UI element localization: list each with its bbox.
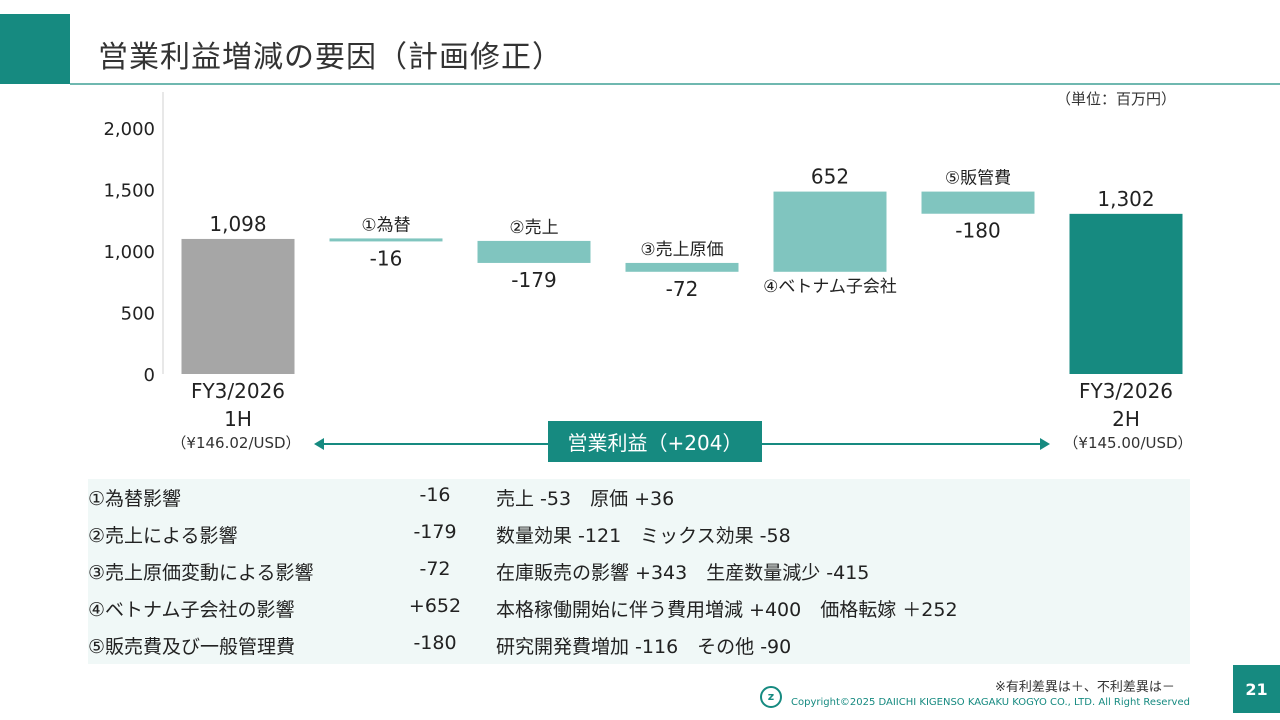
factor-row: ③売上原価変動による影響 -72 在庫販売の影響 +343 生産数量減少 -41…	[88, 553, 1190, 590]
factor-row: ①為替影響 -16 売上 -53 原価 +36	[88, 479, 1190, 516]
title-divider	[70, 83, 1280, 85]
factor-value: +652	[408, 595, 462, 617]
data-label: -16	[370, 246, 403, 270]
bar-total	[181, 238, 295, 374]
data-label: 652	[811, 165, 849, 189]
company-logo-icon: z	[760, 686, 782, 708]
factor-name: ③売上原価変動による影響	[88, 562, 314, 584]
x-category-label: 2H	[1112, 407, 1140, 431]
fx-rate-start: （¥146.02/USD）	[171, 434, 301, 452]
y-tick-label: 1,500	[103, 181, 155, 202]
x-category-label: ③売上原価	[640, 240, 723, 260]
factor-row: ⑤販売費及び一般管理費 -180 研究開発費増加 -116 その他 -90	[88, 627, 1190, 664]
bar-delta	[625, 262, 739, 272]
factor-detail: 数量効果 -121 ミックス効果 -58	[496, 525, 791, 547]
factor-name: ②売上による影響	[88, 525, 238, 547]
y-tick-label: 0	[144, 365, 155, 386]
factor-table: ①為替影響 -16 売上 -53 原価 +36 ②売上による影響 -179 数量…	[88, 479, 1190, 664]
factor-value: -179	[413, 521, 457, 543]
fx-rate-end: （¥145.00/USD）	[1063, 434, 1193, 452]
variance-note: ※有利差異は＋、不利差異は－	[995, 680, 1175, 695]
x-category-label: ②売上	[509, 218, 558, 238]
x-category-label: FY3/2026	[1079, 379, 1173, 403]
operating-profit-change-badge: 営業利益（+204）	[548, 421, 762, 462]
y-tick-label: 2,000	[103, 119, 155, 140]
factor-row: ②売上による影響 -179 数量効果 -121 ミックス効果 -58	[88, 516, 1190, 553]
factor-name: ⑤販売費及び一般管理費	[88, 636, 296, 658]
factor-detail: 売上 -53 原価 +36	[496, 488, 675, 510]
factor-detail: 本格稼働開始に伴う費用増減 +400 価格転嫁 ＋252	[496, 599, 958, 621]
x-category-label: 1H	[224, 407, 252, 431]
bar-delta	[477, 240, 591, 263]
x-category-label: ④ベトナム子会社	[763, 277, 897, 297]
header-accent-block	[0, 14, 70, 84]
page-number: 21	[1233, 665, 1280, 713]
factor-name: ④ベトナム子会社の影響	[88, 599, 295, 621]
x-category-label: FY3/2026	[191, 379, 285, 403]
factor-detail: 在庫販売の影響 +343 生産数量減少 -415	[496, 562, 870, 584]
factor-row: ④ベトナム子会社の影響 +652 本格稼働開始に伴う費用増減 +400 価格転嫁…	[88, 590, 1190, 627]
x-category-label: ①為替	[361, 215, 410, 235]
factor-value: -180	[413, 632, 457, 654]
waterfall-chart: 0 500 1,000 1,500 2,000 1,098 FY3/2026 1H ①為替 -16…	[103, 92, 1183, 431]
y-tick-label: 500	[121, 304, 155, 325]
data-label: -72	[666, 277, 699, 301]
data-label: 1,098	[209, 212, 266, 236]
arrow-line-right	[762, 443, 1042, 445]
data-label: -180	[955, 219, 1000, 243]
bar-delta	[329, 238, 443, 242]
bar-delta	[773, 191, 887, 272]
page-title: 営業利益増減の要因（計画修正）	[98, 40, 563, 75]
x-category-label: ⑤販管費	[945, 169, 1011, 189]
arrow-head-left-icon	[314, 438, 324, 450]
data-label: -179	[511, 268, 556, 292]
bar-total	[1069, 213, 1183, 374]
unit-label: （単位：百万円）	[1056, 90, 1177, 108]
copyright-text: Copyright©2025 DAIICHI KIGENSO KAGAKU KO…	[791, 697, 1190, 708]
arrow-head-right-icon	[1040, 438, 1050, 450]
factor-value: -72	[419, 558, 451, 580]
bar-delta	[921, 191, 1035, 214]
y-tick-label: 1,000	[103, 242, 155, 263]
arrow-line-left	[322, 443, 548, 445]
data-label: 1,302	[1097, 187, 1154, 211]
factor-detail: 研究開発費増加 -116 その他 -90	[496, 636, 792, 658]
factor-value: -16	[419, 484, 451, 506]
factor-name: ①為替影響	[88, 488, 182, 510]
